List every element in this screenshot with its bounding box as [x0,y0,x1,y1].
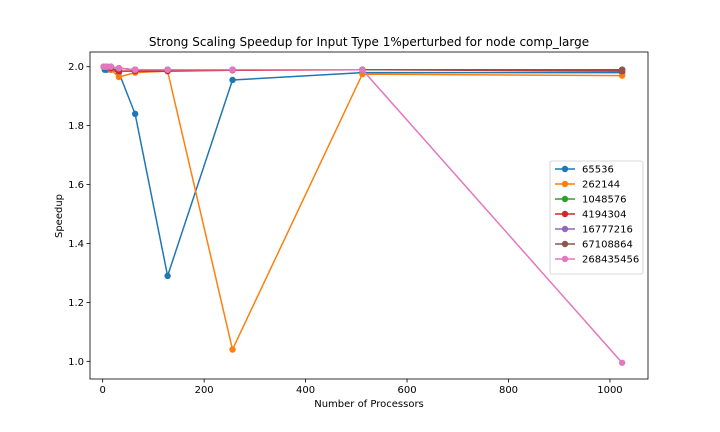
legend-item: 268435456 [555,255,639,266]
legend-marker [561,165,569,173]
series-line [103,65,623,352]
legend-marker [561,240,569,248]
legend-item: 4194304 [555,210,627,221]
y-tick-label: 1.8 [68,121,84,132]
x-tick-label: 1000 [597,385,622,396]
data-point [618,72,626,79]
data-point [107,63,114,70]
series-268435456 [100,63,626,366]
y-tick-label: 1.2 [68,298,84,309]
data-point [115,65,123,72]
legend-item: 262144 [555,180,620,191]
legend-box [549,160,644,275]
legend-label: 4194304 [582,210,627,221]
data-point [131,66,139,73]
y-tick-label: 2.0 [68,62,84,73]
series-line [103,65,623,364]
data-point [618,359,626,366]
x-tick-label: 200 [195,385,214,396]
x-tick-label: 600 [397,385,416,396]
x-axis-label: Number of Processors [314,399,424,410]
x-tick-label: 800 [499,385,518,396]
series-line [102,66,623,279]
plot-area: 0 200 400 600 800 1000 1.0 1.2 1.4 1.6 1.8 2.0 [68,51,649,396]
data-point [131,110,139,118]
data-point [359,66,366,73]
x-tick-label: 400 [296,385,315,396]
legend-label: 1048576 [582,195,627,206]
legend-marker [561,255,569,263]
data-point [229,66,236,73]
legend-item: 67108864 [555,240,633,251]
legend-label: 65536 [582,165,614,176]
plot-frame [89,51,649,380]
data-point [229,76,236,84]
y-tick-label: 1.6 [68,180,84,191]
series-65536 [100,63,626,280]
data-point [229,346,236,353]
legend-label: 262144 [582,180,620,191]
data-point [618,66,626,73]
legend-marker [561,225,569,233]
legend-marker [561,210,569,218]
data-point [164,272,171,280]
series-262144 [100,63,626,353]
legend: 65536 262144 1048576 4194304 16777216 6710886… [549,160,644,275]
legend-item: 65536 [555,165,614,176]
y-axis-label: Speedup [54,194,65,238]
chart-title: Strong Scaling Speedup for Input Type 1%… [149,35,589,49]
legend-marker [561,195,569,203]
y-tick-label: 1.4 [68,239,84,250]
legend-label: 67108864 [582,240,633,251]
data-point [115,73,123,81]
x-tick-label: 0 [99,385,105,396]
data-point [164,66,171,73]
legend-item: 16777216 [555,225,633,236]
legend-label: 268435456 [582,255,639,266]
legend-marker [561,180,569,188]
legend-label: 16777216 [582,225,633,236]
legend-item: 1048576 [555,195,627,206]
y-tick-label: 1.0 [68,357,84,368]
